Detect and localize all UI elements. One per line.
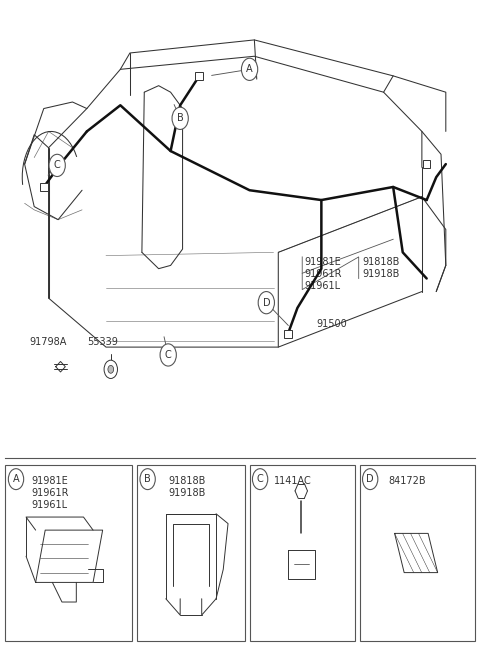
Bar <box>40 183 48 191</box>
Circle shape <box>294 553 309 574</box>
Bar <box>284 330 292 338</box>
Circle shape <box>298 528 305 538</box>
Text: C: C <box>54 160 60 170</box>
Text: 91818B: 91818B <box>362 257 399 267</box>
Bar <box>423 160 431 168</box>
Text: 91918B: 91918B <box>168 488 205 498</box>
Text: 91818B: 91818B <box>168 476 205 486</box>
Text: A: A <box>246 64 253 74</box>
Text: 91981E: 91981E <box>32 476 69 486</box>
Text: 55339: 55339 <box>87 337 118 347</box>
Circle shape <box>292 520 311 546</box>
Text: C: C <box>165 350 171 360</box>
Text: 91961L: 91961L <box>305 281 341 291</box>
Circle shape <box>241 58 258 81</box>
Text: 91961L: 91961L <box>32 500 68 510</box>
Text: 1141AC: 1141AC <box>274 476 311 486</box>
Circle shape <box>49 155 65 176</box>
Bar <box>5 465 132 641</box>
Text: B: B <box>144 474 151 484</box>
Circle shape <box>258 291 275 314</box>
Bar <box>137 465 245 641</box>
Text: A: A <box>12 474 19 484</box>
Text: 91961R: 91961R <box>32 488 69 498</box>
Circle shape <box>108 365 114 373</box>
Circle shape <box>362 469 378 489</box>
Text: D: D <box>263 297 270 308</box>
Circle shape <box>160 344 176 366</box>
Text: 84172B: 84172B <box>388 476 426 486</box>
Text: B: B <box>177 113 183 123</box>
Circle shape <box>8 469 24 489</box>
Text: D: D <box>366 474 374 484</box>
Bar <box>360 465 475 641</box>
Text: 91798A: 91798A <box>29 337 67 347</box>
Circle shape <box>252 469 268 489</box>
Bar <box>250 465 355 641</box>
Circle shape <box>140 469 156 489</box>
Text: 91918B: 91918B <box>362 269 399 279</box>
Text: C: C <box>257 474 264 484</box>
Text: 91500: 91500 <box>317 319 348 329</box>
Bar <box>195 72 203 80</box>
Text: 91981E: 91981E <box>305 257 341 267</box>
Text: 91961R: 91961R <box>305 269 342 279</box>
Circle shape <box>172 107 188 130</box>
Circle shape <box>104 360 118 379</box>
